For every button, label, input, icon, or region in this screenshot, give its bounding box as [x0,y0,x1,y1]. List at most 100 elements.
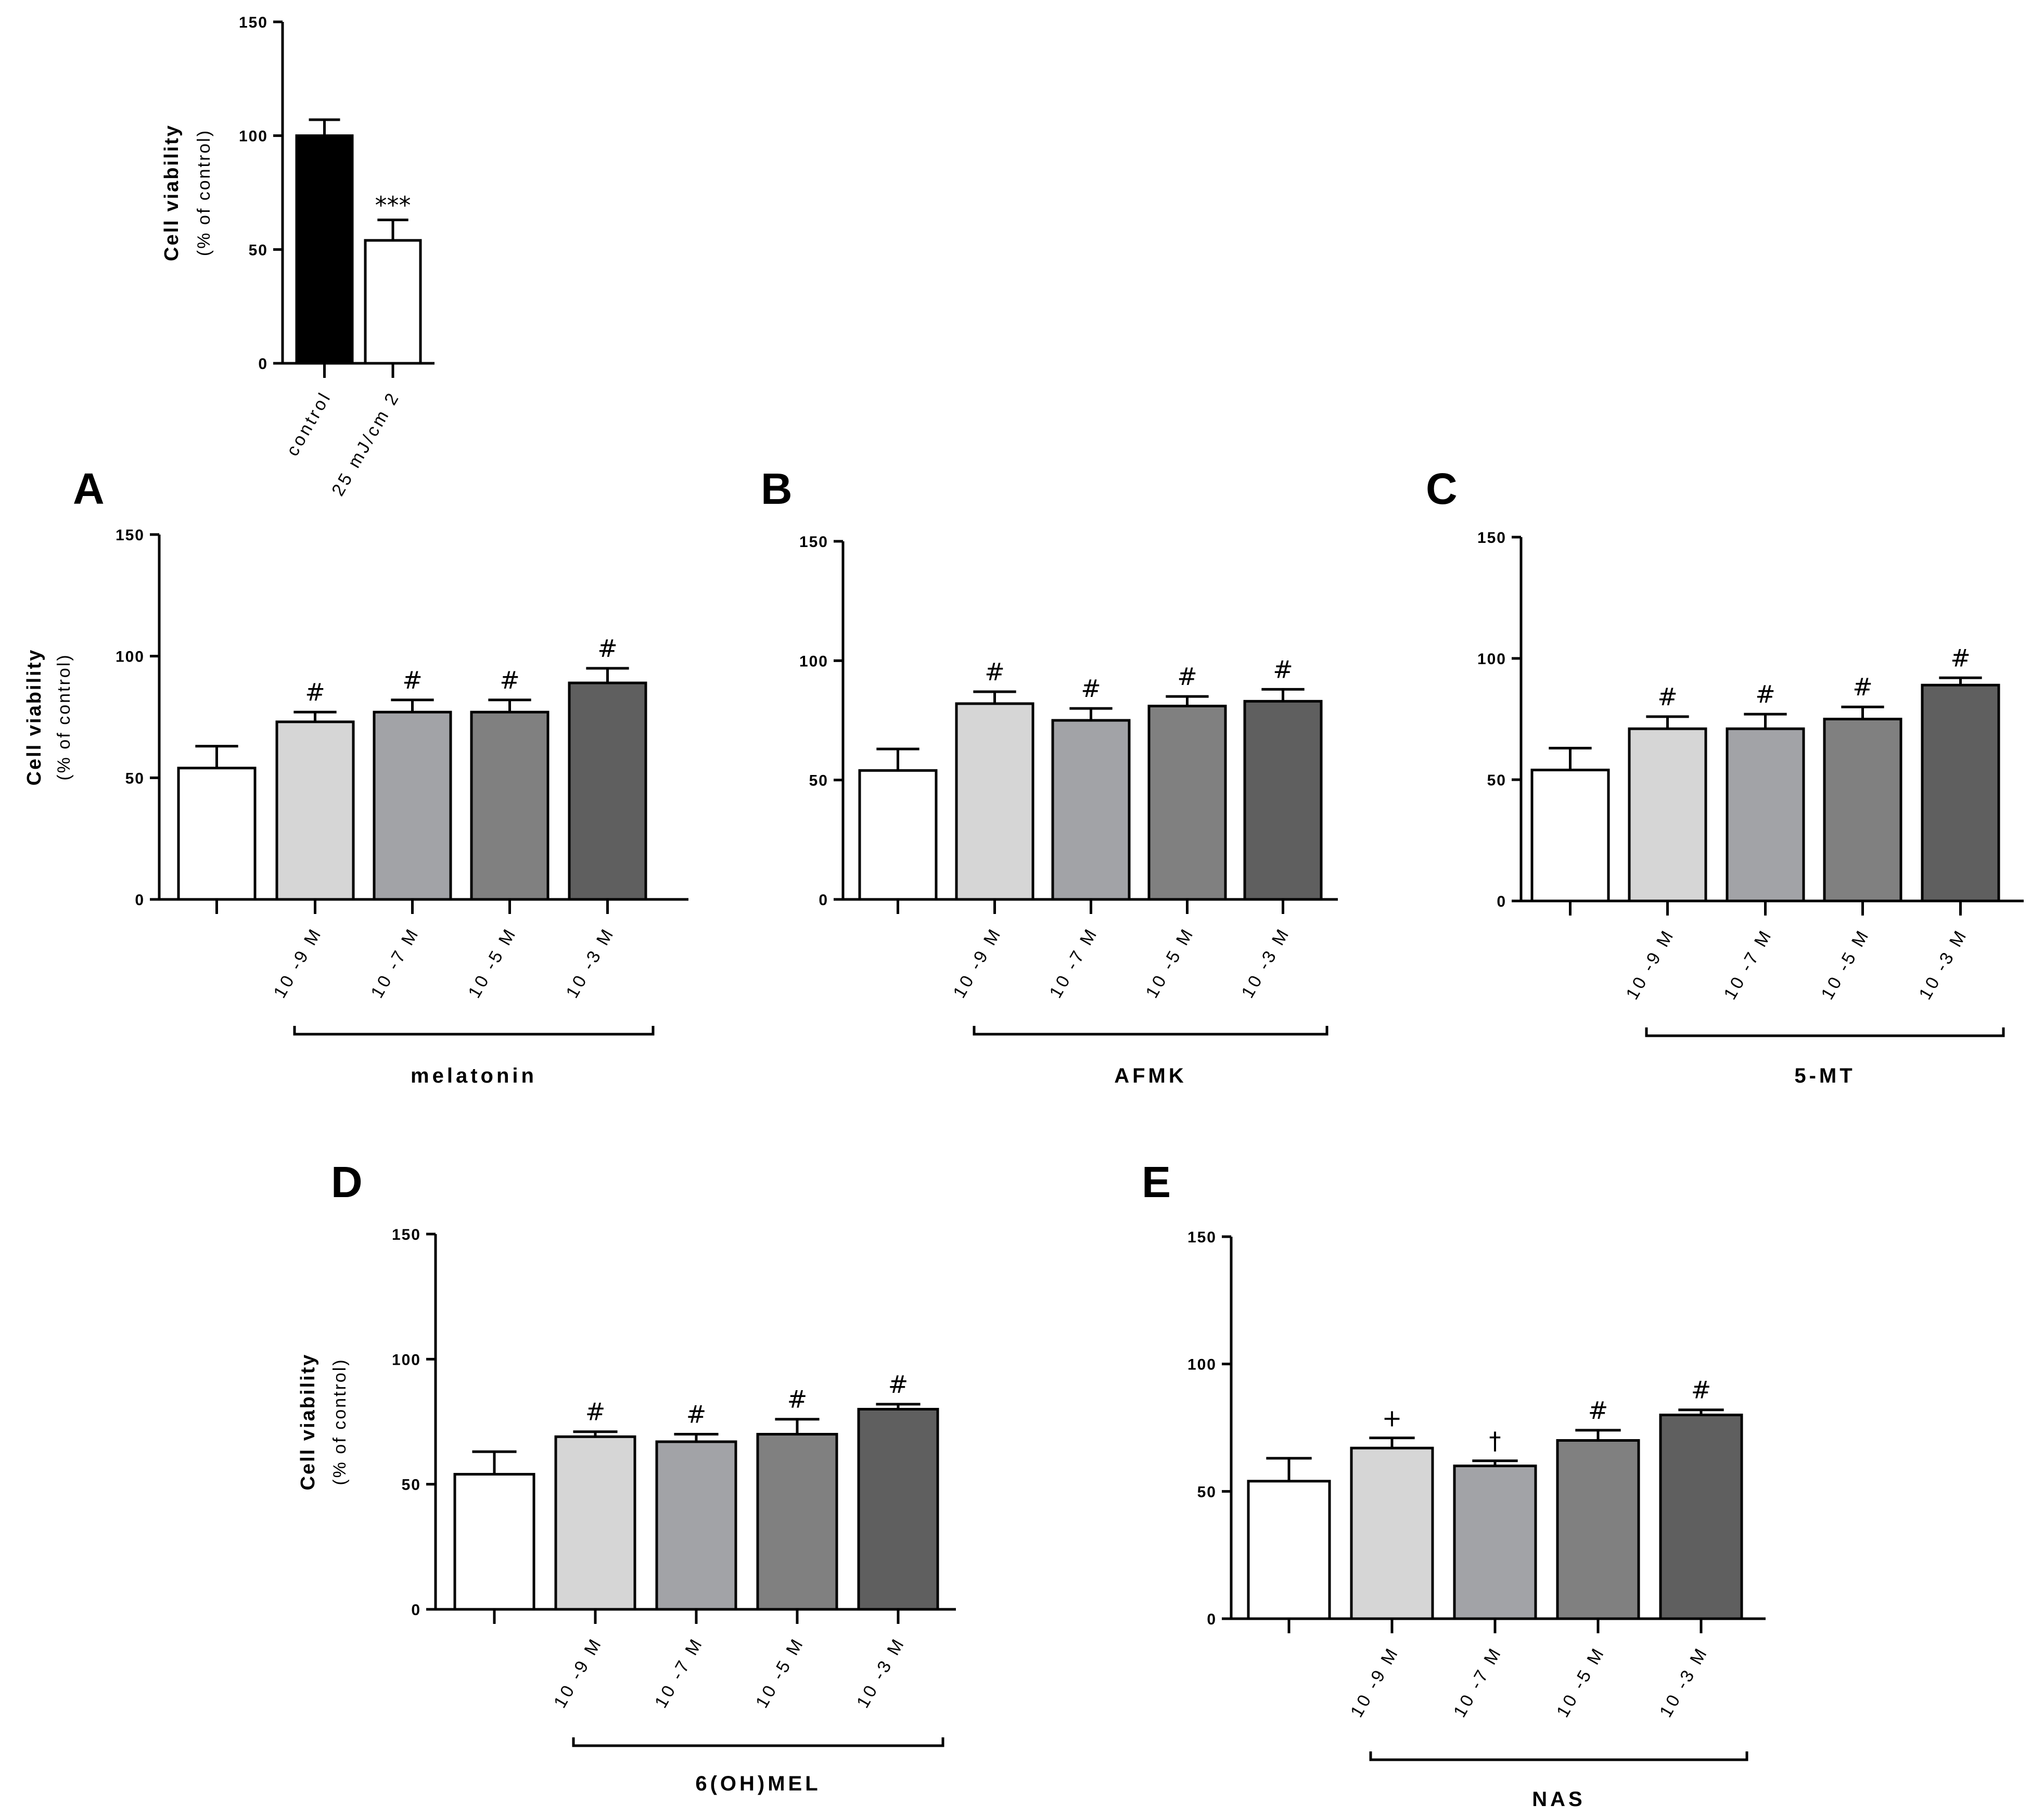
chart-panel-b: B 0 50 100 150 #10 -9 M #10 -7 M #10 -5 M #10 -3… [761,464,1338,1087]
x-category-label: 10 -3 M [562,924,618,1001]
significance-mark: # [585,1398,606,1426]
y-tick-label: 100 [116,649,145,666]
y-tick-label: 150 [392,1226,421,1243]
significance-mark: # [787,1386,808,1414]
x-category-label: 10 -9 M [1622,925,1678,1003]
bar [470,710,550,901]
bar [1350,1446,1434,1620]
x-category-label: 10 -3 M [1915,925,1971,1003]
y-tick-label: 150 [1477,529,1506,547]
y-tick-label: 50 [809,772,828,790]
x-category-label: 10 -7 M [1720,925,1776,1003]
y-tick-label: 0 [1497,893,1506,910]
x-category-label: 10 -9 M [550,1634,606,1711]
significance-mark: # [1273,655,1293,683]
y-tick-label: 100 [239,128,268,145]
significance-mark: # [1853,673,1873,701]
y-axis-subtitle: (% of control) [54,653,74,780]
y-tick-label: 0 [258,355,268,373]
significance-mark: # [597,634,618,663]
y-axis-title: Cell viability [161,124,183,261]
bar [364,239,422,365]
bar [295,134,354,365]
y-tick-label: 150 [239,14,268,31]
bar [275,720,355,901]
y-tick-label: 0 [819,892,828,909]
bar [1823,718,1902,903]
bar [554,1435,636,1611]
significance-mark: # [686,1401,707,1429]
panel-letter: C [1426,464,1458,513]
x-category-label: control [283,388,335,460]
y-axis-title: Cell viability [297,1353,319,1491]
x-category-label: 25 mJ/cm 2 [328,388,404,499]
x-category-label: 10 -5 M [1142,924,1198,1001]
bar [373,710,452,901]
y-tick-label: 150 [799,533,828,551]
y-tick-label: 150 [116,527,145,544]
bar [756,1433,838,1611]
group-label: NAS [1532,1788,1585,1811]
y-tick-label: 50 [1197,1483,1217,1501]
bar [1659,1414,1743,1620]
bar [1453,1464,1537,1620]
panel-letter: D [331,1158,363,1206]
x-category-label: 10 -5 M [1553,1643,1609,1721]
bar [1247,1480,1331,1620]
group-label: melatonin [411,1064,537,1087]
significance-mark: # [1657,683,1678,711]
significance-mark: # [402,666,423,694]
y-axis-subtitle: (% of control) [194,129,214,256]
group-bracket [1645,1027,2005,1037]
bar [1921,683,2000,903]
y-tick-label: 150 [1187,1229,1217,1246]
group-label: AFMK [1114,1064,1187,1087]
x-category-label: 10 -3 M [853,1634,909,1711]
bar [955,702,1034,901]
chart-panel-top: 0 50 100 150 Cell viability (% of control) con… [161,14,435,499]
bar [568,681,647,901]
y-tick-label: 0 [1207,1611,1217,1628]
significance-mark: # [1177,663,1197,691]
group-bracket [1369,1751,1748,1761]
x-category-label: 10 -3 M [1656,1643,1712,1721]
significance-mark: # [305,678,325,706]
panel-letter: A [73,464,105,513]
chart-panel-e: E 0 50 100 150 +10 -9 M † 10 -7 M #10 -5 M #10 -3… [1142,1158,1766,1811]
bar [858,769,938,901]
y-tick-label: 0 [411,1602,421,1619]
bar [1051,719,1131,901]
x-category-label: 10 -9 M [270,924,326,1001]
y-tick-label: 0 [135,892,145,909]
bar [177,767,257,901]
bar [1628,727,1707,903]
significance-mark: # [985,658,1005,686]
group-label: 5-MT [1794,1064,1855,1087]
y-tick-label: 50 [402,1477,421,1494]
chart-panel-c: C 0 50 100 150 #10 -9 M #10 -7 M #10 -5 M #10 -3… [1426,464,2024,1087]
significance-mark: # [1588,1396,1608,1425]
group-bracket [572,1737,944,1747]
x-category-label: 10 -7 M [1045,924,1102,1001]
bar [1147,704,1227,901]
bar [1556,1439,1640,1620]
y-tick-label: 100 [1477,651,1506,668]
x-category-label: 10 -7 M [1450,1643,1506,1721]
y-tick-label: 100 [799,653,828,670]
y-tick-label: 50 [1487,772,1506,789]
bar [1530,768,1610,903]
chart-panel-d: D 0 50 100 150 Cell viability (% of control) #1… [297,1158,956,1795]
y-axis-title: Cell viability [23,649,45,786]
group-bracket [973,1026,1328,1036]
y-tick-label: 50 [249,242,268,259]
significance-mark: † [1489,1427,1501,1455]
significance-mark: # [1081,675,1101,703]
chart-panel-a: A 0 50 100 150 Cell viability (% of control) #1… [23,464,688,1087]
x-category-label: 10 -9 M [949,924,1005,1001]
bar [453,1472,535,1611]
bar [1243,700,1323,901]
group-bracket [293,1026,655,1036]
significance-mark: # [888,1370,909,1399]
panel-letter: B [761,464,793,513]
y-tick-label: 100 [392,1351,421,1368]
